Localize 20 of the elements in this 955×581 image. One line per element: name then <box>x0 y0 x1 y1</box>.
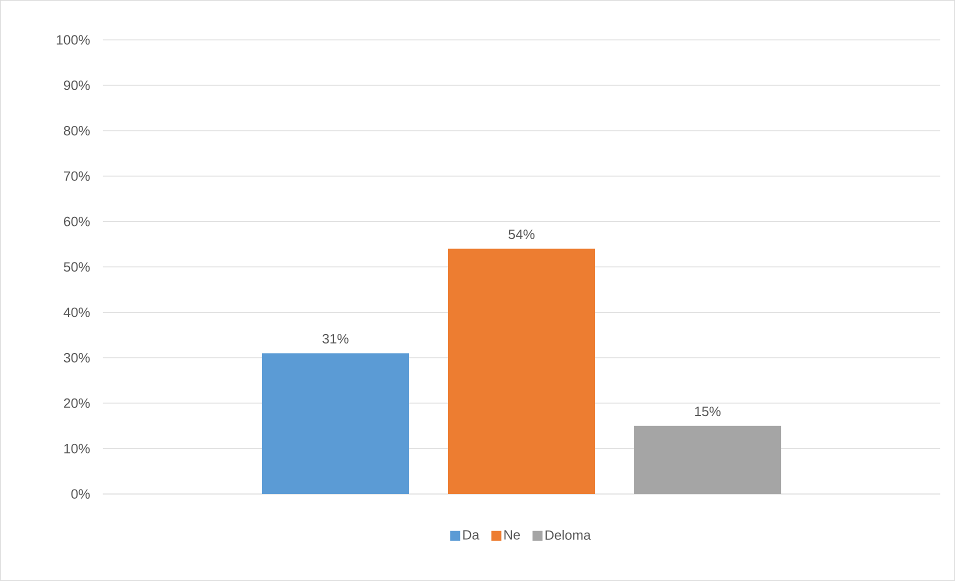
y-tick-label: 100% <box>56 35 90 45</box>
y-tick-label: 40% <box>64 308 90 318</box>
legend-label: Da <box>463 530 480 540</box>
y-tick-label: 50% <box>64 262 90 272</box>
legend-label: Deloma <box>546 530 591 540</box>
y-tick-label: 70% <box>64 171 90 181</box>
y-tick-label: 0% <box>71 489 90 499</box>
bar <box>448 248 596 494</box>
bar <box>262 353 409 494</box>
y-tick-label: 10% <box>64 444 90 454</box>
y-tick-label: 20% <box>64 398 90 408</box>
y-tick-label: 80% <box>64 126 90 136</box>
y-tick-label: 90% <box>64 80 90 90</box>
y-tick-label: 30% <box>64 353 90 363</box>
bar <box>634 426 782 494</box>
y-tick-label: 60% <box>64 216 90 226</box>
data-label: 15% <box>695 406 721 416</box>
legend-label: Ne <box>504 530 520 540</box>
data-label: 54% <box>508 230 534 240</box>
data-label: 31% <box>322 334 348 344</box>
